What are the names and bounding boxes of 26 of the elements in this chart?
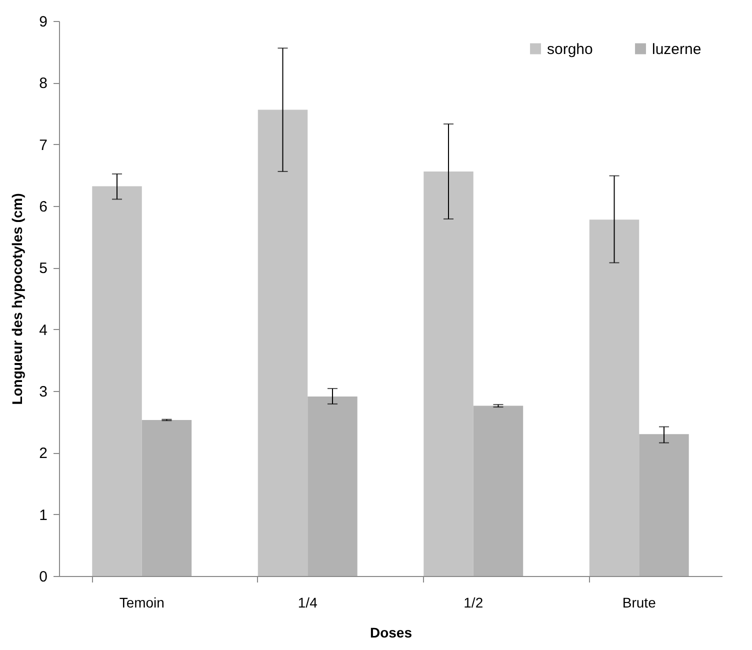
y-tick-label: 2 <box>39 445 48 462</box>
bar <box>142 420 192 576</box>
y-tick-label: 7 <box>39 136 48 154</box>
y-tick-label: 4 <box>39 322 48 339</box>
y-tick-label: 6 <box>39 198 48 216</box>
bar <box>258 110 308 576</box>
x-axis-title: Doses <box>370 624 412 640</box>
y-tick-label: 1 <box>39 506 48 524</box>
x-tick-label: 1/4 <box>298 594 318 610</box>
bar <box>424 171 474 576</box>
legend-label: luzerne <box>652 40 702 58</box>
y-tick-label: 5 <box>39 260 48 278</box>
y-tick-label: 3 <box>39 384 48 400</box>
x-tick-label: 1/2 <box>464 594 484 610</box>
legend-label: sorgho <box>547 40 593 58</box>
y-tick-label: 0 <box>39 568 48 586</box>
y-tick-label: 9 <box>39 14 48 30</box>
bar <box>473 406 524 576</box>
x-tick-label: Temoin <box>119 594 164 610</box>
y-tick-label: 8 <box>39 75 48 92</box>
x-tick-label: Brute <box>622 594 656 610</box>
bar <box>308 396 358 576</box>
bar <box>92 186 142 576</box>
bar <box>639 434 689 576</box>
bar <box>589 220 640 576</box>
y-axis-title: Longueur des hypocotyles (cm) <box>9 193 26 405</box>
